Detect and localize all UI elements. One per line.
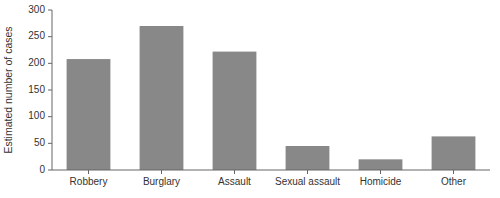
x-tick-label: Robbery bbox=[70, 176, 108, 187]
x-tick bbox=[234, 170, 235, 174]
y-tick-label: 0 bbox=[39, 164, 45, 175]
bar bbox=[359, 159, 403, 170]
bar bbox=[432, 136, 476, 170]
y-tick-label: 100 bbox=[28, 110, 45, 121]
x-axis-line bbox=[52, 170, 490, 171]
bar bbox=[67, 59, 111, 170]
y-tick-label: 200 bbox=[28, 57, 45, 68]
y-tick-label: 50 bbox=[34, 137, 46, 148]
x-tick bbox=[453, 170, 454, 174]
bar bbox=[213, 52, 257, 170]
y-tick bbox=[48, 143, 52, 144]
bar bbox=[140, 26, 184, 170]
bar-chart: 0 50 100 150 200 250 300 Estimated number of ca… bbox=[0, 0, 500, 198]
y-tick-label: 250 bbox=[28, 30, 45, 41]
chart-container: 0 50 100 150 200 250 300 Estimated number of ca… bbox=[0, 0, 500, 198]
y-tick bbox=[48, 90, 52, 91]
y-axis: 0 50 100 150 200 250 300 Estimated number of ca… bbox=[2, 4, 52, 175]
y-tick bbox=[48, 63, 52, 64]
x-tick bbox=[307, 170, 308, 174]
y-axis-label: Estimated number of cases bbox=[2, 26, 14, 153]
y-tick bbox=[48, 116, 52, 117]
x-tick-label: Assault bbox=[218, 176, 251, 187]
y-tick bbox=[48, 170, 52, 171]
x-tick bbox=[161, 170, 162, 174]
x-tick bbox=[88, 170, 89, 174]
x-tick bbox=[380, 170, 381, 174]
y-tick bbox=[48, 10, 52, 11]
x-tick-label: Burglary bbox=[143, 176, 180, 187]
bar bbox=[286, 146, 330, 170]
bars bbox=[67, 26, 476, 170]
y-tick bbox=[48, 36, 52, 37]
x-tick-label: Homicide bbox=[360, 176, 402, 187]
y-tick-label: 300 bbox=[28, 4, 45, 15]
x-axis: Robbery Burglary Assault Sexual assault Homi… bbox=[52, 170, 490, 187]
x-tick-label: Other bbox=[441, 176, 467, 187]
y-tick-label: 150 bbox=[28, 84, 45, 95]
x-tick-label: Sexual assault bbox=[275, 176, 340, 187]
